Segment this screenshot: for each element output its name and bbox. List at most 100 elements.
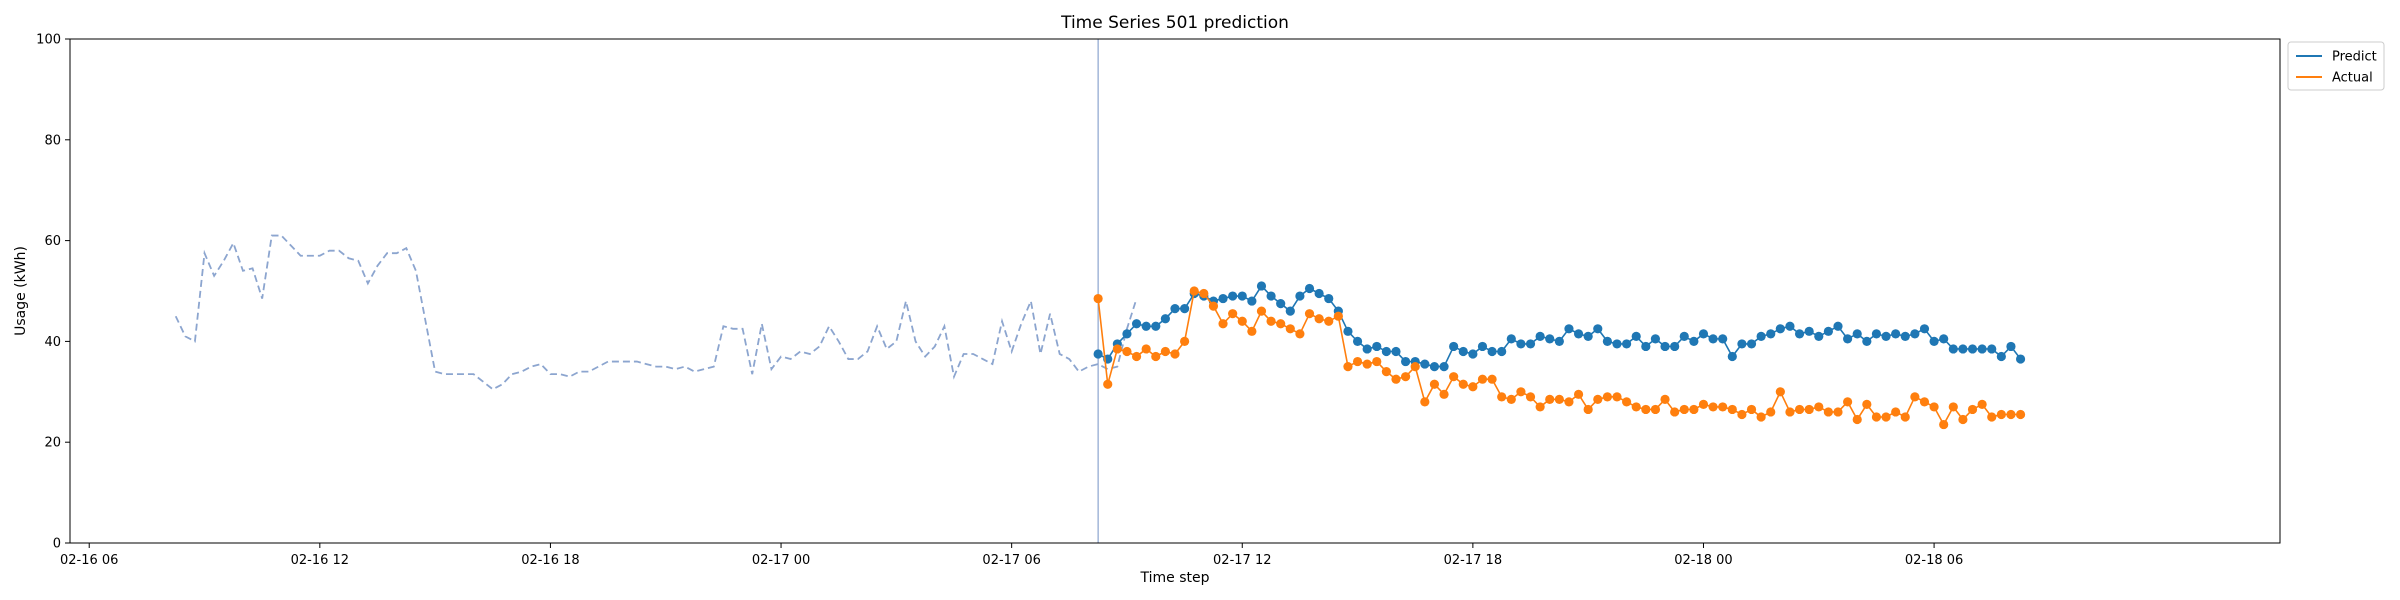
actual-point-20 — [1285, 324, 1295, 334]
actual-point-12 — [1208, 301, 1219, 311]
predict-point-89 — [1948, 344, 1958, 354]
y-tick-label: 0 — [53, 537, 61, 552]
predict-point-24 — [1324, 293, 1334, 304]
actual-point-9 — [1180, 336, 1190, 346]
predict-point-31 — [1391, 346, 1401, 357]
legend-label-predict: Predict — [2332, 50, 2377, 65]
actual-point-83 — [1891, 407, 1901, 417]
x-tick-label: 02-16 12 — [291, 553, 349, 568]
x-tick-label: 02-18 06 — [1905, 553, 1963, 568]
actual-point-90 — [1958, 414, 1968, 425]
predict-point-39 — [1468, 349, 1478, 359]
actual-point-54 — [1612, 392, 1622, 402]
actual-point-28 — [1362, 359, 1372, 369]
actual-point-82 — [1881, 412, 1891, 422]
predict-point-54 — [1612, 339, 1622, 349]
actual-point-33 — [1410, 362, 1420, 372]
predict-point-62 — [1689, 336, 1699, 346]
predict-point-77 — [1833, 321, 1843, 331]
actual-point-94 — [1996, 409, 2006, 420]
y-tick-label: 80 — [44, 133, 61, 148]
actual-point-92 — [1977, 399, 1987, 409]
x-tick-label: 02-16 18 — [521, 553, 579, 568]
predict-point-48 — [1554, 336, 1564, 346]
predict-point-49 — [1564, 324, 1574, 334]
y-axis-label: Usage (kWh) — [13, 246, 29, 336]
predict-point-87 — [1929, 336, 1939, 346]
predict-point-66 — [1727, 351, 1737, 362]
predict-point-36 — [1439, 362, 1449, 372]
actual-point-45 — [1525, 392, 1536, 402]
predict-point-61 — [1679, 331, 1689, 341]
actual-point-75 — [1814, 402, 1824, 412]
predict-point-93 — [1987, 344, 1997, 354]
actual-point-31 — [1391, 374, 1401, 384]
actual-point-25 — [1333, 311, 1343, 321]
actual-point-39 — [1468, 382, 1478, 392]
predict-point-60 — [1670, 341, 1680, 352]
actual-point-30 — [1381, 367, 1391, 377]
actual-point-68 — [1746, 404, 1757, 415]
predict-point-15 — [1237, 291, 1247, 301]
actual-point-64 — [1708, 402, 1718, 412]
actual-point-18 — [1266, 316, 1276, 326]
x-axis-label: Time step — [1140, 570, 1210, 586]
actual-point-14 — [1228, 309, 1238, 319]
actual-point-53 — [1602, 392, 1612, 402]
actual-point-91 — [1967, 404, 1978, 415]
predict-point-32 — [1401, 356, 1411, 367]
x-tick-label: 02-17 06 — [982, 553, 1040, 568]
actual-point-8 — [1170, 349, 1180, 359]
predict-point-94 — [1996, 351, 2006, 362]
actual-point-10 — [1189, 286, 1199, 296]
predict-point-68 — [1746, 339, 1757, 349]
predict-point-73 — [1794, 329, 1805, 339]
predict-point-38 — [1458, 346, 1468, 357]
predict-point-92 — [1977, 344, 1987, 354]
predict-point-63 — [1698, 329, 1709, 339]
predict-point-45 — [1525, 339, 1536, 349]
predict-point-74 — [1804, 326, 1814, 336]
predict-point-41 — [1487, 346, 1497, 357]
actual-point-0 — [1093, 293, 1103, 304]
actual-point-24 — [1324, 316, 1334, 326]
actual-point-80 — [1862, 399, 1872, 409]
predict-point-79 — [1852, 329, 1862, 339]
predict-point-56 — [1631, 331, 1641, 341]
actual-point-66 — [1727, 404, 1737, 415]
y-tick-label: 100 — [36, 33, 61, 48]
actual-point-41 — [1487, 374, 1497, 384]
predict-point-78 — [1843, 334, 1853, 344]
actual-point-50 — [1573, 389, 1584, 399]
axes-frame — [69, 38, 2281, 544]
actual-point-81 — [1871, 412, 1882, 422]
actual-point-1 — [1103, 379, 1113, 389]
actual-point-60 — [1670, 407, 1680, 417]
predict-point-42 — [1497, 346, 1507, 357]
predict-point-90 — [1958, 344, 1968, 354]
actual-point-49 — [1564, 397, 1574, 407]
predict-point-19 — [1276, 299, 1286, 309]
predict-point-65 — [1718, 334, 1728, 344]
actual-point-37 — [1449, 372, 1459, 382]
actual-point-59 — [1660, 394, 1670, 404]
actual-line — [1097, 290, 2021, 427]
predict-point-96 — [2015, 354, 2026, 364]
actual-point-43 — [1506, 394, 1516, 404]
predict-point-7 — [1160, 314, 1170, 324]
predict-point-50 — [1573, 329, 1584, 339]
predict-point-95 — [2006, 341, 2016, 352]
actual-point-44 — [1516, 387, 1526, 397]
actual-point-69 — [1756, 412, 1766, 422]
actual-point-48 — [1554, 394, 1564, 404]
predict-point-28 — [1362, 344, 1372, 354]
actual-point-74 — [1804, 404, 1814, 415]
actual-point-84 — [1900, 412, 1910, 422]
actual-point-87 — [1929, 402, 1939, 412]
actual-point-5 — [1141, 344, 1151, 354]
actual-point-73 — [1794, 404, 1805, 415]
predict-point-52 — [1593, 324, 1603, 334]
predict-point-84 — [1900, 331, 1910, 341]
predict-point-9 — [1180, 304, 1190, 314]
